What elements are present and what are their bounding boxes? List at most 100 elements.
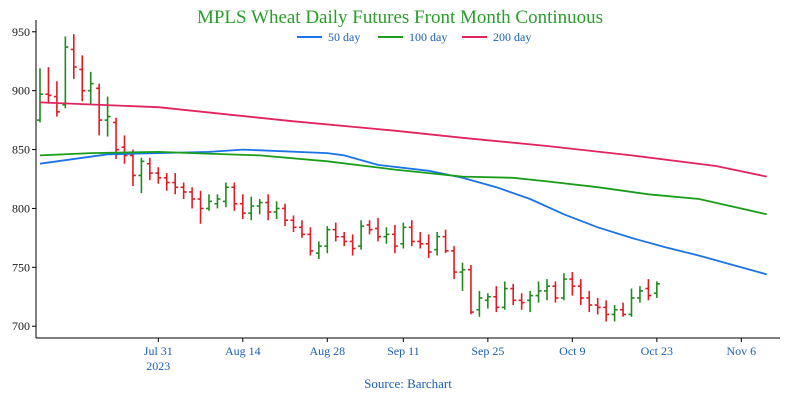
price-bar xyxy=(265,194,272,221)
y-tick-label: 950 xyxy=(12,25,30,39)
price-bar xyxy=(594,297,601,315)
x-tick-label: Oct 23 xyxy=(641,344,673,358)
price-bar xyxy=(459,262,466,291)
price-bar xyxy=(451,246,458,280)
y-tick-label: 800 xyxy=(12,201,30,215)
price-bar xyxy=(383,227,390,244)
price-bar xyxy=(645,279,652,301)
y-tick-label: 850 xyxy=(12,143,30,157)
price-bar xyxy=(518,293,525,310)
price-bar xyxy=(315,241,322,260)
price-bar xyxy=(527,290,534,313)
price-bar xyxy=(53,81,60,117)
price-bar xyxy=(214,194,221,209)
price-bar xyxy=(239,194,246,220)
y-tick-label: 900 xyxy=(12,84,30,98)
price-bar xyxy=(189,187,196,209)
price-bar xyxy=(129,149,136,187)
price-bar xyxy=(155,167,162,184)
x-tick-label: Nov 6 xyxy=(727,344,757,358)
price-bar xyxy=(391,224,398,254)
price-bar xyxy=(577,279,584,306)
legend-label: 100 day xyxy=(409,30,447,44)
moving-averages xyxy=(39,101,767,276)
price-bar xyxy=(560,273,567,301)
y-ticks: 700 750 800 850 900 950 xyxy=(12,25,36,333)
price-bar xyxy=(366,220,373,235)
price-bar xyxy=(256,199,263,215)
price-bar xyxy=(87,71,94,105)
x-tick-label: Aug 14 xyxy=(225,344,261,358)
series-line-100-day xyxy=(39,150,767,216)
price-bar xyxy=(341,232,348,247)
price-bar xyxy=(324,226,331,254)
price-bar xyxy=(307,227,314,256)
price-bar xyxy=(425,234,432,258)
x-tick-label: Jul 31 xyxy=(144,344,173,358)
price-bar xyxy=(248,196,255,221)
price-bar xyxy=(290,215,297,232)
price-bar xyxy=(476,290,483,317)
price-bar xyxy=(298,220,305,238)
price-bar xyxy=(358,220,365,250)
price-bar xyxy=(273,201,280,220)
price-bar xyxy=(628,288,635,317)
price-bar xyxy=(636,286,643,303)
price-bar xyxy=(620,302,627,317)
x-tick-label: Aug 28 xyxy=(309,344,345,358)
price-bar xyxy=(611,305,618,322)
price-bar xyxy=(375,217,381,242)
y-tick-label: 700 xyxy=(12,319,30,333)
price-bar xyxy=(282,203,289,227)
price-bar xyxy=(467,264,474,315)
price-bar xyxy=(493,286,500,313)
price-bar xyxy=(121,135,128,164)
price-bar xyxy=(332,222,339,242)
price-bars xyxy=(37,34,660,322)
price-bar xyxy=(586,290,593,313)
price-bar xyxy=(569,272,576,296)
price-bar xyxy=(163,173,170,191)
price-bar xyxy=(510,283,517,306)
legend-label: 50 day xyxy=(328,30,360,44)
price-bar xyxy=(70,34,77,79)
legend: 50 day 100 day 200 day xyxy=(297,30,531,44)
price-bar xyxy=(138,157,145,194)
price-bar xyxy=(37,68,43,123)
series-line-200-day xyxy=(39,101,767,178)
price-bar xyxy=(484,293,491,309)
price-bar xyxy=(96,83,103,136)
price-bar xyxy=(400,222,407,249)
price-bar xyxy=(172,173,179,195)
y-tick-label: 750 xyxy=(12,260,30,274)
price-bar xyxy=(434,232,441,256)
price-bar xyxy=(197,190,204,224)
price-bar xyxy=(222,182,229,208)
price-bar xyxy=(603,300,610,322)
source-label: Source: Barchart xyxy=(364,376,452,391)
price-bar xyxy=(442,229,449,254)
chart-title: MPLS Wheat Daily Futures Front Month Con… xyxy=(197,7,603,28)
price-bar xyxy=(45,67,52,104)
x-tick-label: Sep 11 xyxy=(387,344,420,358)
price-bar xyxy=(206,194,212,211)
price-bar xyxy=(231,182,238,211)
price-bar xyxy=(62,36,69,109)
legend-label: 200 day xyxy=(493,30,531,44)
price-bar xyxy=(180,182,187,200)
price-bar xyxy=(349,234,356,256)
price-bar xyxy=(79,55,86,102)
price-bar xyxy=(408,220,415,247)
x-tick-label: Sep 25 xyxy=(471,344,504,358)
price-bar xyxy=(146,157,153,181)
price-bar xyxy=(544,279,550,301)
price-bar xyxy=(552,281,559,303)
price-bar xyxy=(535,281,542,303)
x-tick-sublabel: 2023 xyxy=(146,359,170,373)
price-bar xyxy=(501,281,508,310)
x-tick-label: Oct 9 xyxy=(559,344,585,358)
price-bar xyxy=(104,96,111,137)
